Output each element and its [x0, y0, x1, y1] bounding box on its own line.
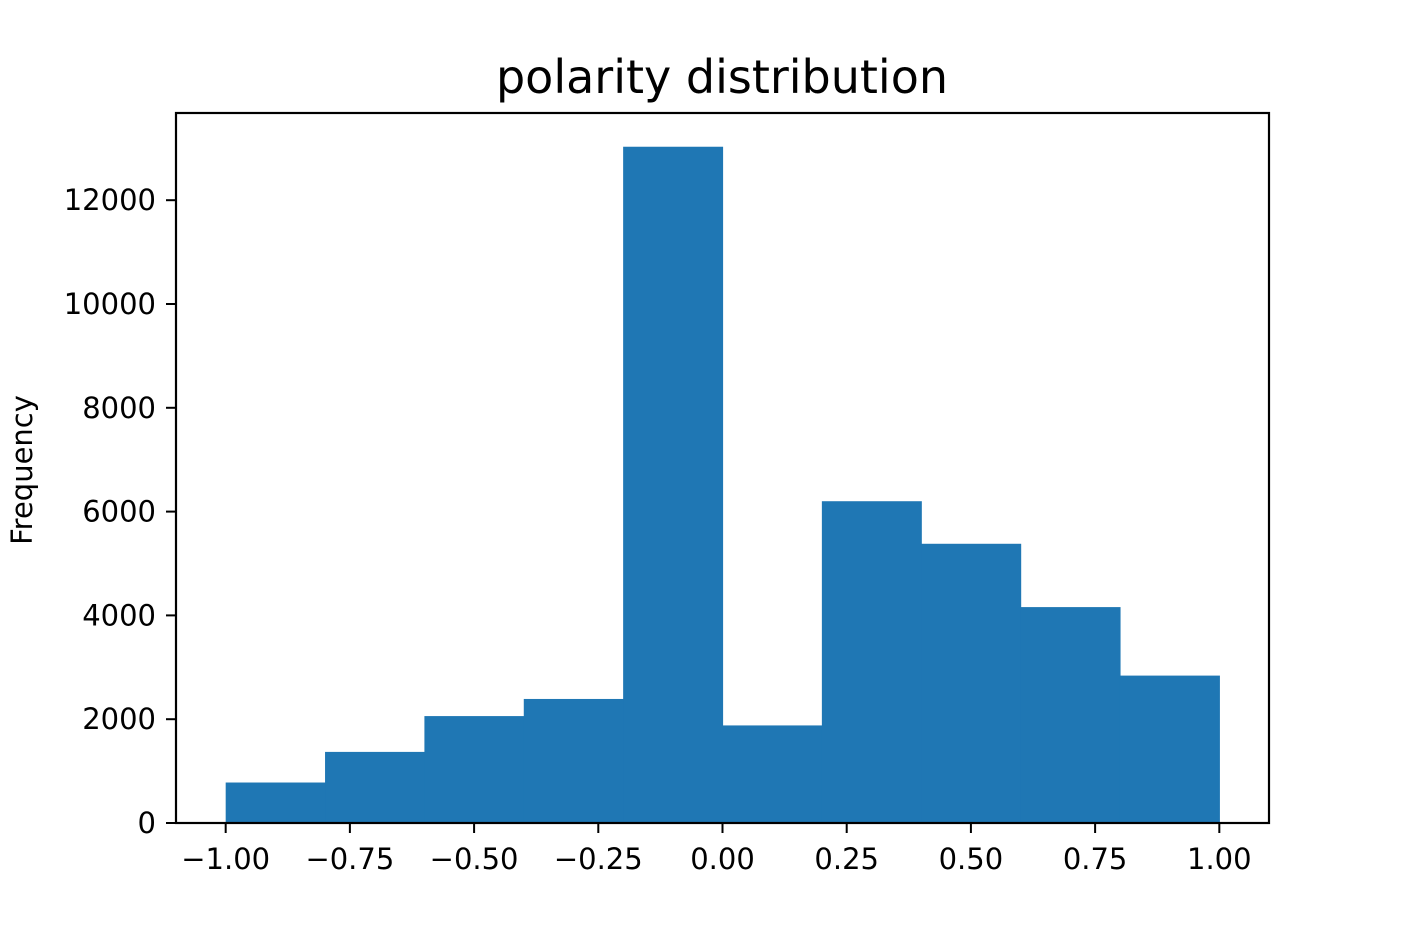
chart-title: polarity distribution — [496, 50, 948, 104]
x-tick-label: 0.75 — [1063, 842, 1128, 876]
histogram-bar — [921, 543, 1022, 823]
y-tick-label: 12000 — [64, 183, 156, 217]
x-axis: −1.00 −0.75 −0.50 −0.25 0.00 0.25 0.50 0.75 1.00 — [181, 823, 1252, 876]
x-tick-label: −1.00 — [181, 842, 270, 876]
y-tick-label: 8000 — [82, 391, 156, 425]
histogram-bar — [424, 716, 525, 823]
histogram-bar — [225, 782, 326, 823]
x-tick-label: 1.00 — [1187, 842, 1252, 876]
plot-frame — [174, 111, 1271, 825]
y-tick-label: 10000 — [64, 287, 156, 321]
y-tick-label: 6000 — [82, 495, 156, 529]
x-tick-label: 0.50 — [939, 842, 1004, 876]
bars-group — [225, 146, 1220, 824]
y-tick-label: 2000 — [82, 702, 156, 736]
histogram-bar — [523, 698, 624, 823]
histogram-bar — [1119, 675, 1220, 823]
x-tick-label: −0.75 — [305, 842, 394, 876]
y-tick-label: 0 — [138, 806, 156, 840]
histogram-bar — [325, 751, 426, 823]
x-tick-label: −0.25 — [554, 842, 643, 876]
histogram-bar — [623, 146, 724, 824]
x-tick-label: −0.50 — [430, 842, 519, 876]
y-axis: 0 2000 4000 6000 8000 10000 12000 — [64, 183, 176, 840]
histogram-bar — [1020, 607, 1121, 823]
histogram-bar — [722, 725, 823, 823]
x-tick-label: 0.25 — [814, 842, 879, 876]
histogram-bar — [821, 501, 922, 823]
y-tick-label: 4000 — [82, 598, 156, 632]
y-axis-label: Frequency — [5, 395, 39, 545]
x-tick-label: 0.00 — [690, 842, 755, 876]
